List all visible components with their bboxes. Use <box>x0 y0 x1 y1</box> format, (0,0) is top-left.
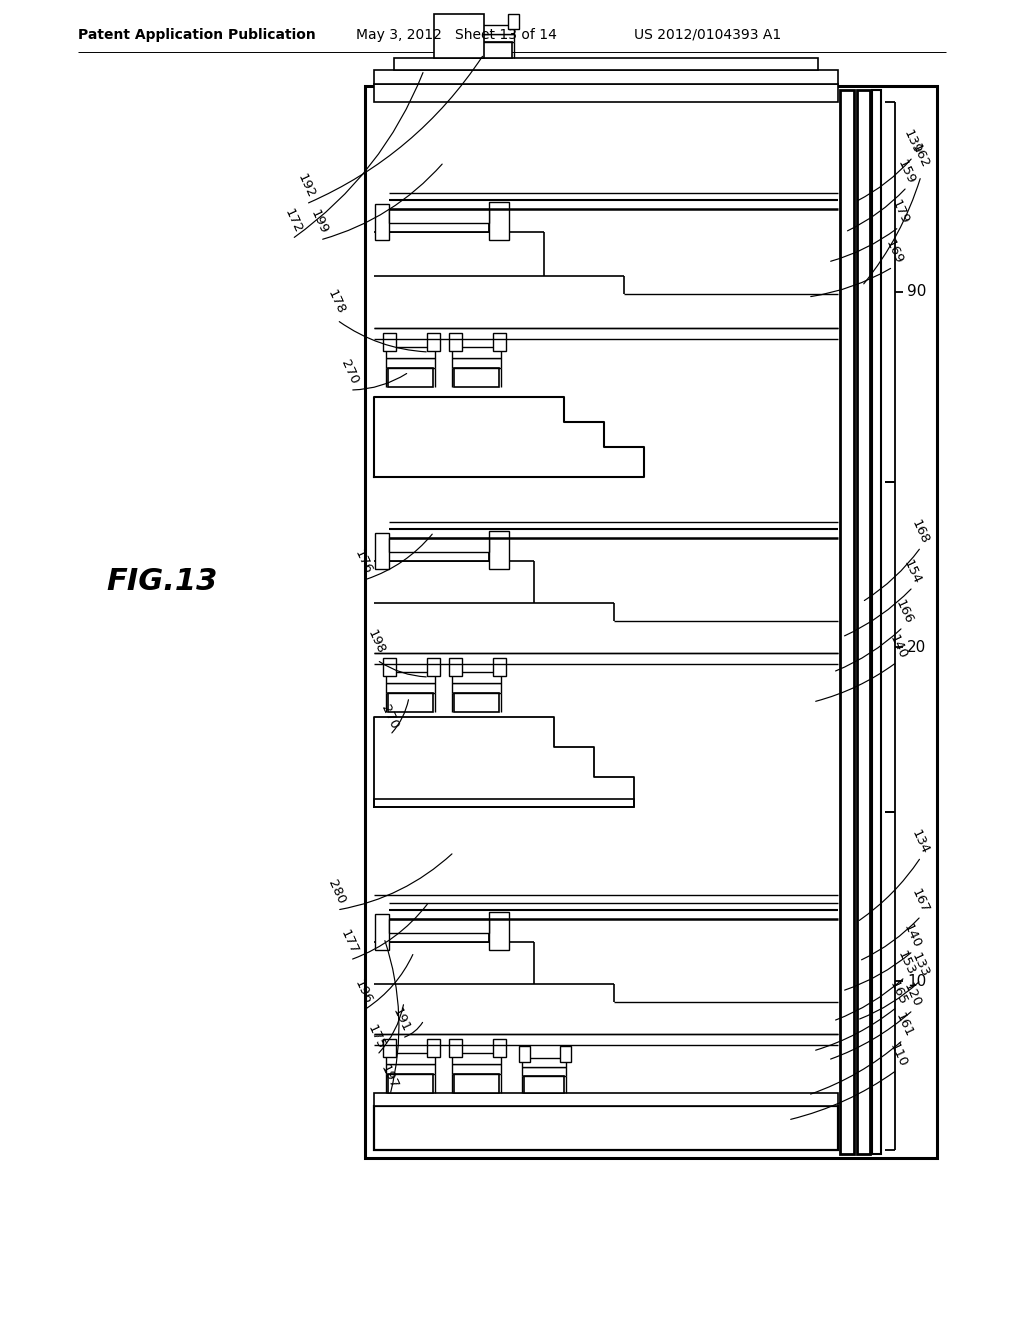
Text: 198: 198 <box>365 628 387 656</box>
Bar <box>374 84 838 102</box>
Bar <box>452 672 501 682</box>
Text: 168: 168 <box>909 517 932 546</box>
Text: 166: 166 <box>893 598 915 626</box>
Bar <box>449 333 462 351</box>
Text: 167: 167 <box>909 887 932 915</box>
Text: May 3, 2012   Sheet 13 of 14: May 3, 2012 Sheet 13 of 14 <box>356 28 557 42</box>
Text: 20: 20 <box>907 639 927 655</box>
Bar <box>389 539 489 552</box>
Bar <box>374 1106 838 1150</box>
Bar <box>379 223 489 232</box>
Bar <box>388 693 433 711</box>
Text: 270: 270 <box>338 358 360 387</box>
Text: 120: 120 <box>901 981 924 1010</box>
Bar <box>493 657 506 676</box>
Bar <box>383 333 396 351</box>
Bar <box>522 1059 566 1067</box>
Bar <box>452 347 501 358</box>
Text: 139: 139 <box>901 128 924 156</box>
Text: 140: 140 <box>887 632 909 661</box>
Bar <box>379 552 489 561</box>
Bar <box>389 919 489 933</box>
Bar <box>469 15 480 29</box>
Text: 133: 133 <box>909 950 932 979</box>
Bar <box>454 1074 499 1093</box>
Text: FIG.13: FIG.13 <box>106 568 218 597</box>
Text: 165: 165 <box>887 978 909 1007</box>
Text: 179: 179 <box>889 198 911 226</box>
Bar <box>524 1076 564 1093</box>
Text: 176: 176 <box>352 548 375 577</box>
Bar <box>375 205 389 240</box>
Text: 134: 134 <box>909 828 932 857</box>
Bar <box>493 333 506 351</box>
Bar <box>388 1074 433 1093</box>
Bar <box>379 933 489 942</box>
Text: 162: 162 <box>909 141 932 170</box>
Bar <box>374 1093 838 1106</box>
Bar <box>489 912 509 950</box>
Text: 192: 192 <box>295 172 317 201</box>
Text: 159: 159 <box>895 158 918 186</box>
Bar <box>383 1039 396 1057</box>
Bar <box>449 657 462 676</box>
Text: Patent Application Publication: Patent Application Publication <box>78 28 315 42</box>
Bar <box>434 15 484 58</box>
Bar <box>508 15 519 29</box>
Bar <box>388 368 433 387</box>
Bar <box>560 1045 571 1063</box>
Text: 199: 199 <box>308 207 331 236</box>
Text: 153: 153 <box>895 949 918 977</box>
Bar <box>374 799 634 807</box>
Bar <box>365 86 937 1158</box>
Text: 140: 140 <box>901 921 924 950</box>
Text: 172: 172 <box>282 207 304 235</box>
Bar <box>472 25 514 34</box>
Text: 191: 191 <box>390 1006 413 1035</box>
Bar <box>449 1039 462 1057</box>
Bar <box>374 70 838 84</box>
Bar <box>454 368 499 387</box>
Bar <box>427 657 440 676</box>
Text: 154: 154 <box>901 558 924 586</box>
Bar <box>427 333 440 351</box>
Text: 10: 10 <box>907 974 927 989</box>
Bar <box>394 58 818 70</box>
Bar <box>840 90 854 1154</box>
Bar <box>386 1053 435 1064</box>
Text: US 2012/0104393 A1: US 2012/0104393 A1 <box>634 28 781 42</box>
Bar <box>375 533 389 569</box>
Bar <box>474 42 512 58</box>
Text: 169: 169 <box>883 238 905 267</box>
Text: 110: 110 <box>887 1040 909 1069</box>
Text: 178: 178 <box>325 288 347 317</box>
Text: 270: 270 <box>378 702 400 731</box>
Bar <box>493 1039 506 1057</box>
Bar <box>427 1039 440 1057</box>
Bar <box>386 347 435 358</box>
Text: 196: 196 <box>352 978 375 1006</box>
Bar <box>519 1045 530 1063</box>
Bar <box>454 693 499 711</box>
Text: 161: 161 <box>893 1011 915 1039</box>
Bar <box>452 1053 501 1064</box>
Bar <box>489 531 509 569</box>
Bar <box>872 90 881 1154</box>
Text: 197: 197 <box>378 1063 400 1092</box>
Text: 90: 90 <box>907 285 927 300</box>
Bar <box>383 657 396 676</box>
Bar <box>857 90 870 1154</box>
Bar <box>386 672 435 682</box>
Bar <box>389 209 489 223</box>
Text: 175: 175 <box>365 1023 387 1051</box>
Bar <box>375 913 389 950</box>
Text: 177: 177 <box>338 928 360 956</box>
Bar <box>489 202 509 240</box>
Text: 280: 280 <box>325 878 347 907</box>
